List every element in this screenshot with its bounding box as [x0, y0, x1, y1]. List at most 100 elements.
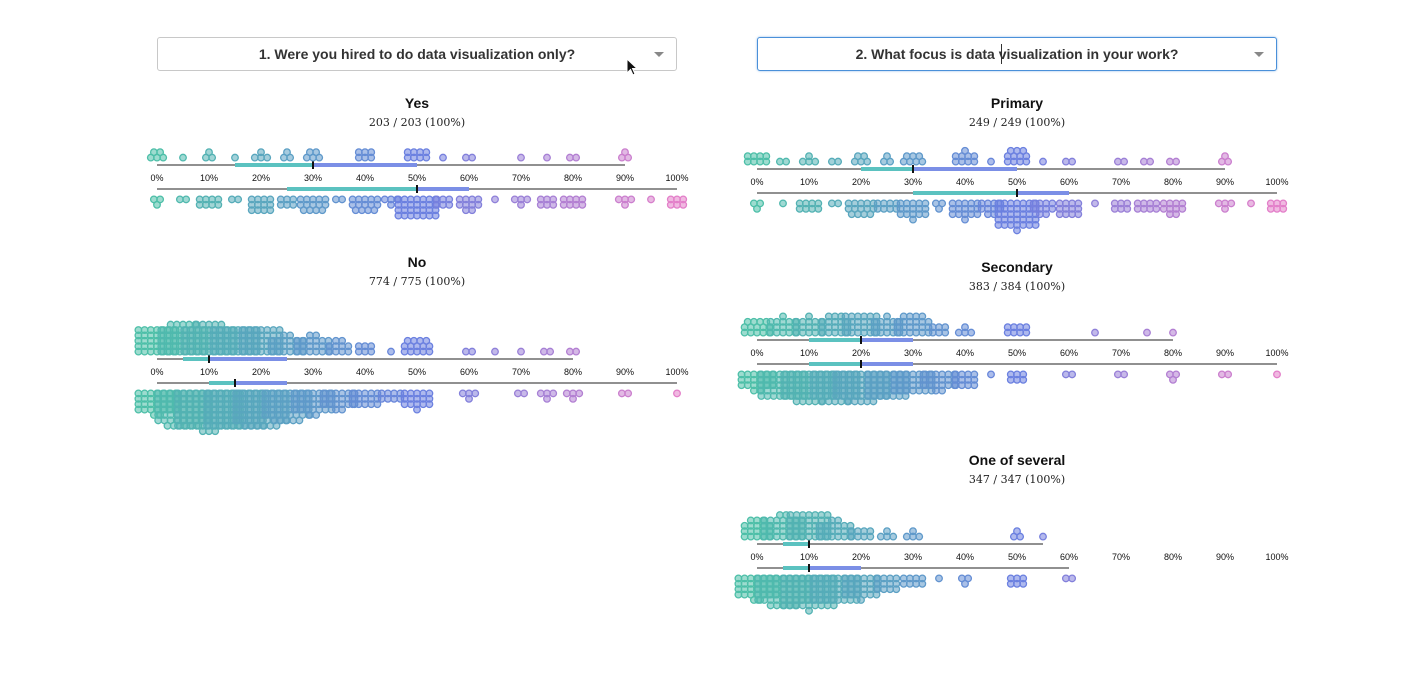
data-point — [1068, 574, 1077, 583]
data-point — [1019, 579, 1028, 588]
mouse-pointer-icon — [626, 58, 639, 76]
data-point — [834, 157, 843, 166]
data-point — [970, 152, 979, 161]
tick-label: 0% — [150, 173, 163, 183]
tick-label: 20% — [852, 552, 870, 562]
data-point — [753, 204, 761, 213]
tick-label: 50% — [1008, 177, 1026, 187]
panel-count-primary: 249 / 249 (100%) — [968, 116, 1066, 129]
iqr-bar-low-bottom — [809, 362, 861, 366]
data-point — [909, 215, 917, 224]
tick-label: 40% — [956, 348, 974, 358]
iqr-bar-high-bottom — [235, 381, 287, 385]
panel-title-primary: Primary — [990, 95, 1044, 111]
data-point — [866, 210, 875, 219]
data-point — [205, 148, 213, 157]
tick-label: 40% — [956, 552, 974, 562]
data-point — [889, 532, 898, 541]
tick-label: 90% — [1216, 348, 1234, 358]
data-point — [422, 148, 431, 157]
panel-title-no: No — [407, 254, 427, 270]
data-point — [973, 210, 982, 219]
tick-label: 10% — [800, 552, 818, 562]
data-point — [182, 195, 191, 204]
data-point — [918, 312, 927, 321]
data-point — [1074, 210, 1083, 219]
data-point — [543, 153, 551, 162]
iqr-bar-low-top — [861, 167, 913, 171]
tick-label: 20% — [252, 367, 270, 377]
tick-label: 50% — [408, 173, 426, 183]
iqr-bar-high-bottom — [417, 187, 469, 191]
data-point — [439, 153, 447, 162]
tick-label: 80% — [564, 367, 582, 377]
data-point — [1091, 328, 1099, 337]
iqr-bar-high-top — [913, 167, 1017, 171]
iqr-bar-high-bottom — [809, 566, 861, 570]
data-point — [941, 323, 950, 332]
panel-count-secondary: 383 / 384 (100%) — [968, 280, 1066, 293]
data-point — [387, 347, 395, 356]
data-point — [1091, 199, 1099, 208]
data-point — [286, 331, 295, 340]
tick-label: 30% — [304, 173, 322, 183]
iqr-bar-high-top — [313, 163, 417, 167]
tick-label: 0% — [150, 367, 163, 377]
data-point — [1068, 370, 1077, 379]
panel-title-yes: Yes — [404, 95, 430, 111]
panel-title-one-of-several: One of several — [968, 452, 1066, 468]
data-point — [935, 204, 943, 213]
data-point — [1273, 370, 1281, 379]
tick-label: 60% — [460, 367, 478, 377]
panel-count-one-of-several: 347 / 347 (100%) — [968, 473, 1066, 486]
iqr-bar-low-top — [783, 542, 809, 546]
tick-label: 40% — [356, 173, 374, 183]
question-2-dropdown[interactable]: 2. What focus is data visualization in y… — [757, 37, 1277, 71]
data-point — [367, 342, 376, 351]
panel-0: 0% 10% 20% 30% 40% 50% 60% 70% 80% 90% 100% — [146, 148, 689, 220]
data-point — [523, 195, 532, 204]
data-point — [883, 527, 891, 536]
data-point — [883, 312, 891, 321]
tick-label: 10% — [800, 348, 818, 358]
data-point — [520, 389, 529, 398]
data-point — [987, 370, 995, 379]
chevron-down-icon[interactable] — [654, 52, 664, 57]
data-point — [621, 200, 629, 209]
data-point — [266, 206, 275, 215]
tick-label: 0% — [750, 177, 763, 187]
data-point — [1178, 204, 1187, 213]
data-point — [918, 579, 927, 588]
data-point — [834, 199, 843, 208]
data-point — [915, 152, 924, 161]
data-point — [1169, 328, 1177, 337]
data-point — [1172, 210, 1181, 219]
data-point — [575, 389, 584, 398]
data-point — [1013, 527, 1021, 536]
data-point — [546, 347, 555, 356]
data-point — [762, 152, 771, 161]
data-point — [857, 596, 865, 604]
question-1-dropdown[interactable]: 1. Were you hired to do data visualizati… — [157, 37, 677, 71]
data-point — [961, 146, 969, 155]
data-point — [231, 153, 239, 162]
data-point — [549, 200, 558, 209]
iqr-bar-low-top — [809, 338, 861, 342]
data-point — [1224, 370, 1233, 379]
panel-4: 0% 10% 20% 30% 40% 50% 60% 70% 80% 90% 100% — [734, 511, 1289, 615]
tick-label: 50% — [1008, 348, 1026, 358]
tick-label: 20% — [252, 173, 270, 183]
tick-label: 0% — [750, 348, 763, 358]
question-1-label: 1. Were you hired to do data visualizati… — [258, 46, 576, 62]
data-point — [1227, 199, 1236, 208]
tick-label: 100% — [1265, 552, 1288, 562]
data-point — [491, 347, 499, 356]
iqr-bar-low-bottom — [287, 187, 417, 191]
chevron-down-icon[interactable] — [1254, 52, 1264, 57]
data-point — [373, 400, 382, 409]
tick-label: 10% — [200, 173, 218, 183]
data-point — [823, 511, 832, 519]
data-point — [805, 606, 813, 615]
data-point — [517, 200, 525, 209]
